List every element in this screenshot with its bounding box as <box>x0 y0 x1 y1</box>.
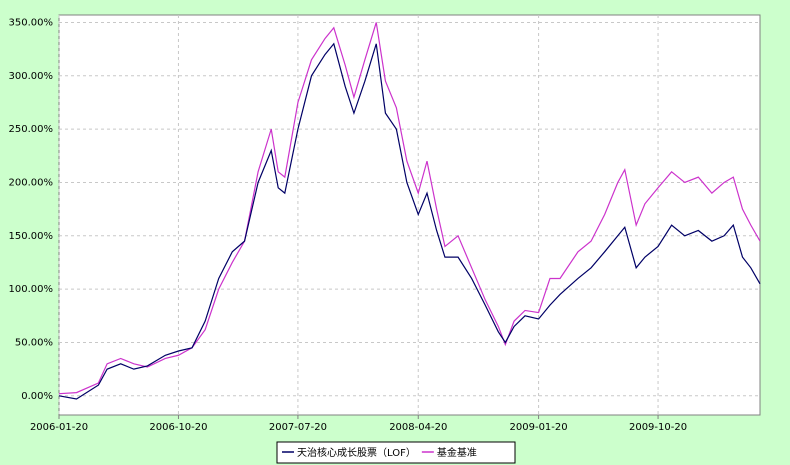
series-line <box>58 42 761 400</box>
y-tick-label: 0.00% <box>21 391 53 402</box>
x-tick-label: 2006-01-20 <box>30 422 88 433</box>
legend-box <box>276 441 516 464</box>
plot-area <box>58 14 761 416</box>
y-tick-label: 200.00% <box>9 177 54 188</box>
x-tick-label: 2008-04-20 <box>389 422 447 433</box>
y-tick-label: 350.00% <box>9 17 54 28</box>
y-tick-label: 250.00% <box>9 124 54 135</box>
x-tick-label: 2009-10-20 <box>629 422 687 433</box>
y-tick-label: 50.00% <box>15 337 53 348</box>
series-line <box>58 22 761 395</box>
x-tick-label: 2009-01-20 <box>510 422 568 433</box>
y-tick-label: 300.00% <box>9 71 54 82</box>
legend-label: 基金基准 <box>437 446 477 459</box>
legend-label: 天治核心成长股票（LOF） <box>297 446 416 459</box>
x-tick-label: 2006-10-20 <box>149 422 207 433</box>
x-tick-label: 2007-07-20 <box>269 422 327 433</box>
y-tick-label: 150.00% <box>9 231 54 242</box>
y-tick-label: 100.00% <box>9 284 54 295</box>
